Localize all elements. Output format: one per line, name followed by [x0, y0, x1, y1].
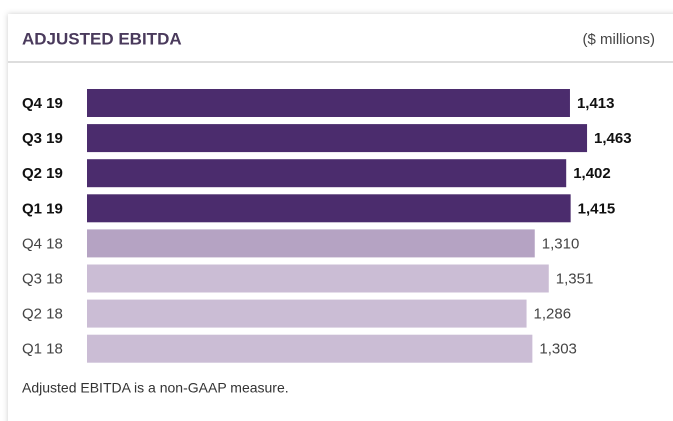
chart-subtitle: ($ millions) — [582, 31, 655, 48]
category-label: Q3 18 — [22, 270, 63, 287]
bar — [87, 264, 549, 293]
value-label: 1,413 — [577, 95, 615, 112]
footnote: Adjusted EBITDA is a non-GAAP measure. — [22, 380, 289, 396]
value-label: 1,463 — [594, 130, 632, 147]
category-label: Q4 18 — [22, 235, 63, 252]
value-label: 1,310 — [542, 235, 580, 252]
value-label: 1,351 — [556, 270, 594, 287]
chart-title: ADJUSTED EBITDA — [22, 29, 182, 48]
bar — [87, 299, 527, 328]
value-label: 1,286 — [534, 306, 572, 323]
bar — [87, 159, 567, 188]
category-label: Q1 18 — [22, 341, 63, 358]
category-label: Q1 19 — [22, 200, 63, 217]
value-label: 1,402 — [573, 165, 611, 182]
value-label: 1,415 — [578, 200, 616, 217]
category-label: Q2 19 — [22, 165, 63, 182]
bar — [87, 124, 588, 153]
category-label: Q2 18 — [22, 306, 63, 323]
category-label: Q4 19 — [22, 95, 63, 112]
bar — [87, 229, 535, 258]
bar — [87, 89, 570, 117]
value-label: 1,303 — [539, 341, 577, 358]
bar — [87, 334, 533, 363]
bar — [87, 194, 571, 223]
category-label: Q3 19 — [22, 130, 63, 147]
